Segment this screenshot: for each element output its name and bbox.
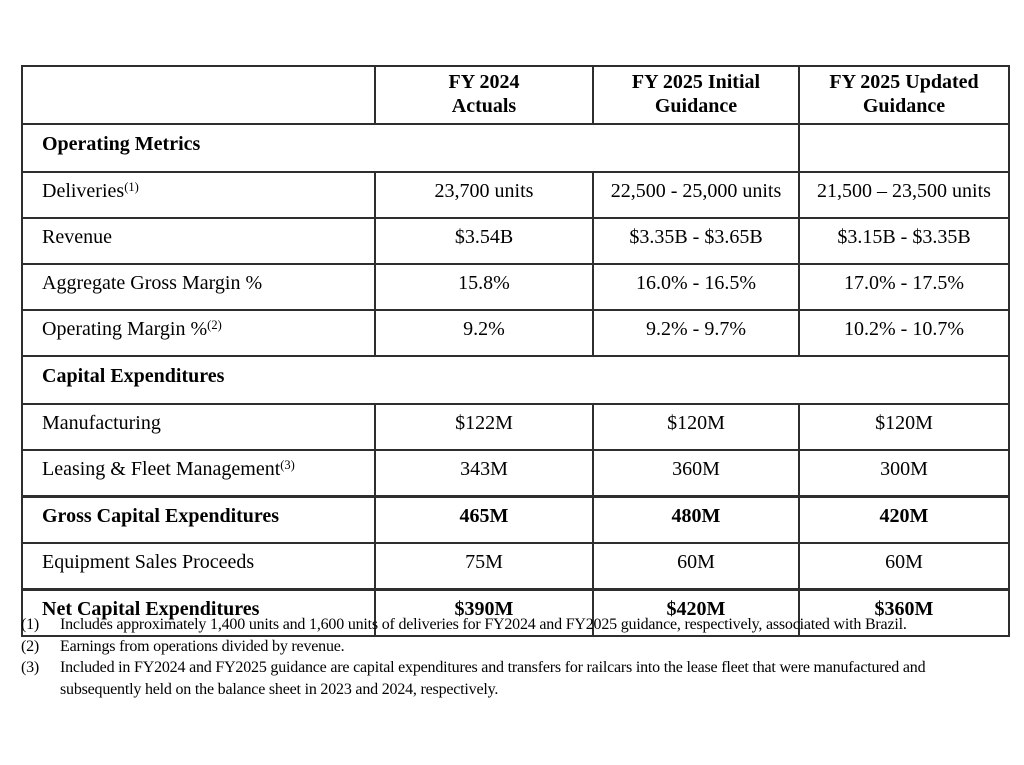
table-row-deliveries: Deliveries(1) 23,700 units 22,500 - 25,0… (21, 171, 1010, 219)
header-line: Guidance (862, 95, 946, 117)
cell-initial-guidance: $420M (592, 588, 800, 637)
table-row-aggregate-gross-margin: Aggregate Gross Margin % 15.8% 16.0% - 1… (21, 263, 1010, 311)
header-line: Guidance (654, 95, 738, 117)
cell-updated-guidance: 300M (798, 449, 1010, 498)
cell-fy2024: 9.2% (374, 309, 594, 357)
footnote-3: (3) Included in FY2024 and FY2025 guidan… (21, 657, 996, 700)
footnote-ref: (2) (207, 318, 222, 332)
footnote-ref: (3) (280, 458, 295, 472)
row-label-gross-capital-expenditures: Gross Capital Expenditures (21, 495, 376, 544)
footnote-ref: (1) (124, 180, 139, 194)
row-label-text: Manufacturing (42, 412, 161, 434)
cell-initial-guidance: 22,500 - 25,000 units (592, 171, 800, 219)
table-row-operating-margin: Operating Margin %(2) 9.2% 9.2% - 9.7% 1… (21, 309, 1010, 357)
cell-updated-guidance: 60M (798, 542, 1010, 591)
cell-fy2024: 343M (374, 449, 594, 498)
cell-initial-guidance: $120M (592, 403, 800, 451)
footnote-text: Includes approximately 1,400 units and 1… (60, 616, 907, 633)
cell-updated-guidance: 21,500 – 23,500 units (798, 171, 1010, 219)
column-header-fy2024-actuals: FY 2024 Actuals (374, 65, 594, 125)
row-label-operating-margin: Operating Margin %(2) (21, 309, 376, 357)
section-title-capital-expenditures: Capital Expenditures (21, 355, 1010, 405)
row-label-deliveries: Deliveries(1) (21, 171, 376, 219)
cell-initial-guidance: 16.0% - 16.5% (592, 263, 800, 311)
row-label-equipment-sales-proceeds: Equipment Sales Proceeds (21, 542, 376, 591)
footnote-2: (2) Earnings from operations divided by … (21, 636, 996, 658)
header-line: FY 2025 Updated (829, 71, 979, 93)
cell-fy2024: 465M (374, 495, 594, 544)
cell-initial-guidance: 480M (592, 495, 800, 544)
row-label-aggregate-gross-margin: Aggregate Gross Margin % (21, 263, 376, 311)
table-row-net-capital-expenditures: Net Capital Expenditures $390M $420M $36… (21, 588, 1010, 637)
header-line: Actuals (451, 95, 517, 117)
guidance-table: FY 2024 Actuals FY 2025 Initial Guidance… (21, 65, 1010, 637)
row-label-text: Gross Capital Expenditures (42, 505, 280, 527)
cell-updated-guidance: 420M (798, 495, 1010, 544)
cell-fy2024: 23,700 units (374, 171, 594, 219)
section-row-operating-metrics: Operating Metrics (21, 123, 1010, 173)
header-line: FY 2025 Initial (631, 71, 761, 93)
section-row-capital-expenditures: Capital Expenditures (21, 355, 1010, 405)
row-label-leasing-fleet-management: Leasing & Fleet Management(3) (21, 449, 376, 498)
row-label-text: Net Capital Expenditures (42, 598, 260, 620)
table-row-leasing-fleet-management: Leasing & Fleet Management(3) 343M 360M … (21, 449, 1010, 498)
cell-initial-guidance: 60M (592, 542, 800, 591)
row-label-text: Operating Margin % (42, 318, 208, 340)
cell-updated-guidance: 17.0% - 17.5% (798, 263, 1010, 311)
row-label-text: Revenue (42, 226, 112, 248)
cell-updated-guidance: 10.2% - 10.7% (798, 309, 1010, 357)
table-row-manufacturing: Manufacturing $122M $120M $120M (21, 403, 1010, 451)
header-empty-cell (21, 65, 376, 125)
row-label-text: Equipment Sales Proceeds (42, 551, 255, 573)
table-row-gross-capital-expenditures: Gross Capital Expenditures 465M 480M 420… (21, 495, 1010, 544)
row-label-net-capital-expenditures: Net Capital Expenditures (21, 588, 376, 637)
row-label-text: Leasing & Fleet Management (42, 458, 281, 480)
table-row-revenue: Revenue $3.54B $3.35B - $3.65B $3.15B - … (21, 217, 1010, 265)
row-label-text: Aggregate Gross Margin % (42, 272, 263, 294)
footnote-number: (3) (21, 659, 40, 676)
table-row-equipment-sales-proceeds: Equipment Sales Proceeds 75M 60M 60M (21, 542, 1010, 591)
section-empty-cell (798, 123, 1010, 173)
footnote-1: (1) Includes approximately 1,400 units a… (21, 614, 996, 636)
cell-fy2024: $3.54B (374, 217, 594, 265)
table-header-row: FY 2024 Actuals FY 2025 Initial Guidance… (21, 65, 1010, 125)
column-header-fy2025-updated-guidance: FY 2025 Updated Guidance (798, 65, 1010, 125)
footnotes: (1) Includes approximately 1,400 units a… (21, 614, 996, 700)
cell-fy2024: $390M (374, 588, 594, 637)
cell-updated-guidance: $120M (798, 403, 1010, 451)
footnote-number: (2) (21, 637, 40, 655)
cell-fy2024: 15.8% (374, 263, 594, 311)
cell-fy2024: 75M (374, 542, 594, 591)
cell-initial-guidance: 9.2% - 9.7% (592, 309, 800, 357)
row-label-revenue: Revenue (21, 217, 376, 265)
section-title-operating-metrics: Operating Metrics (21, 123, 800, 173)
footnote-number: (1) (21, 616, 40, 633)
row-label-text: Deliveries (42, 180, 125, 202)
row-label-manufacturing: Manufacturing (21, 403, 376, 451)
cell-initial-guidance: $3.35B - $3.65B (592, 217, 800, 265)
cell-updated-guidance: $3.15B - $3.35B (798, 217, 1010, 265)
footnote-text: Included in FY2024 and FY2025 guidance a… (60, 659, 926, 698)
cell-updated-guidance: $360M (798, 588, 1010, 637)
cell-fy2024: $122M (374, 403, 594, 451)
header-line: FY 2024 (448, 71, 520, 93)
cell-initial-guidance: 360M (592, 449, 800, 498)
footnote-text: Earnings from operations divided by reve… (60, 637, 345, 655)
column-header-fy2025-initial-guidance: FY 2025 Initial Guidance (592, 65, 800, 125)
